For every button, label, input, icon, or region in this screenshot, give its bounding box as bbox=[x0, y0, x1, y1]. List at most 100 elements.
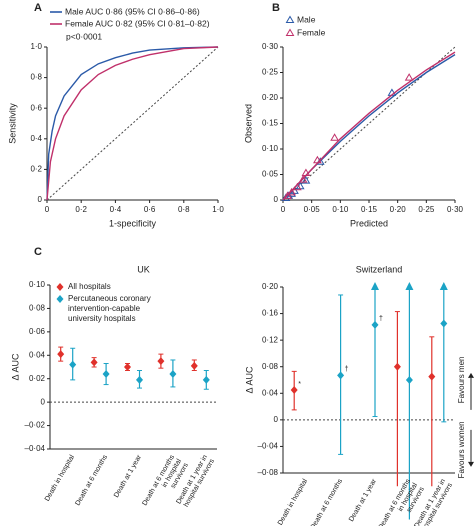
point bbox=[124, 363, 131, 371]
note: † bbox=[345, 366, 349, 373]
y-tick-label: 0·05 bbox=[262, 170, 279, 179]
annotation: p<0·0001 bbox=[66, 31, 102, 41]
annotation-arrow-head bbox=[468, 372, 474, 378]
x-tick-label: 0·25 bbox=[418, 205, 435, 214]
point bbox=[298, 175, 308, 183]
y-tick-label: 0 bbox=[41, 397, 46, 406]
arrow-head bbox=[439, 282, 448, 290]
legend-swatch bbox=[56, 295, 64, 303]
y-tick-label: 0·6 bbox=[30, 103, 42, 112]
panel-letter: A bbox=[34, 2, 42, 14]
legend-label: Percutaneous coronary intervention-capab… bbox=[68, 294, 151, 323]
x-tick-label: 0 bbox=[45, 205, 50, 214]
point bbox=[404, 73, 414, 81]
x-tick-label: 0·2 bbox=[75, 205, 87, 214]
legend-label: Female bbox=[297, 27, 326, 37]
y-tick-label: –0·04 bbox=[258, 442, 279, 451]
x-axis-label: 1-specificity bbox=[109, 218, 157, 228]
annotation-arrow-head bbox=[468, 461, 474, 467]
point bbox=[428, 372, 436, 381]
point bbox=[287, 187, 296, 196]
y-tick-label: 0·25 bbox=[262, 68, 279, 77]
x-tick-label: 0·10 bbox=[332, 205, 349, 214]
point bbox=[337, 371, 345, 380]
roc-curve bbox=[46, 46, 219, 201]
note: † bbox=[379, 316, 383, 323]
point bbox=[169, 370, 177, 379]
y-axis-label: Δ AUC bbox=[10, 353, 20, 381]
x-tick-label: 0·20 bbox=[390, 205, 407, 214]
y-tick-label: 1·0 bbox=[30, 42, 42, 51]
x-tick-label: 0 bbox=[281, 205, 286, 214]
point bbox=[371, 320, 379, 329]
annotation: Favours women bbox=[457, 421, 466, 478]
y-tick-label: –0·04 bbox=[25, 444, 46, 453]
x-tick-label: 0·8 bbox=[178, 205, 190, 214]
y-tick-label: 0·30 bbox=[262, 42, 279, 51]
point bbox=[440, 319, 448, 328]
legend-label: Male AUC 0·86 (95% CI 0·86–0·86) bbox=[65, 6, 200, 16]
point bbox=[69, 360, 77, 369]
point bbox=[202, 375, 210, 384]
point bbox=[330, 133, 339, 141]
annotation: Favours men bbox=[457, 357, 466, 404]
y-tick-label: 0·02 bbox=[29, 374, 46, 383]
y-tick-label: 0·20 bbox=[262, 282, 279, 291]
point bbox=[301, 176, 311, 184]
x-tick-label: 0·05 bbox=[304, 205, 321, 214]
point bbox=[290, 385, 298, 394]
y-tick-label: 0·08 bbox=[29, 304, 46, 313]
point bbox=[313, 155, 322, 164]
point bbox=[292, 182, 302, 191]
arrow-head bbox=[371, 282, 379, 290]
point bbox=[57, 350, 65, 359]
point bbox=[190, 361, 198, 370]
y-axis-label: Δ AUC bbox=[244, 366, 254, 394]
legend-label: Female AUC 0·82 (95% CI 0·81–0·82) bbox=[65, 18, 210, 28]
x-tick-label: 0·6 bbox=[144, 205, 156, 214]
subplot-title: UK bbox=[137, 264, 150, 274]
point bbox=[136, 375, 143, 384]
roc-curve bbox=[46, 46, 219, 201]
y-tick-label: 0·06 bbox=[29, 327, 46, 336]
y-tick-label: 0·16 bbox=[262, 309, 279, 318]
x-tick-label: 1·0 bbox=[212, 205, 224, 214]
y-tick-label: 0·08 bbox=[262, 362, 279, 371]
y-tick-label: –0·02 bbox=[25, 421, 46, 430]
point bbox=[157, 357, 165, 366]
legend-swatch bbox=[285, 15, 295, 23]
legend-label: All hospitals bbox=[68, 282, 111, 291]
point bbox=[283, 191, 292, 199]
y-tick-label: –0·08 bbox=[258, 468, 279, 477]
y-tick-label: 0·2 bbox=[30, 165, 42, 174]
reference-line bbox=[46, 46, 219, 201]
point bbox=[90, 358, 98, 367]
x-axis-label: Predicted bbox=[350, 218, 388, 228]
panel-letter: B bbox=[272, 2, 280, 14]
y-tick-label: 0·15 bbox=[262, 119, 279, 128]
y-axis-label: Sensitivity bbox=[7, 103, 17, 144]
arrow-head bbox=[405, 282, 414, 290]
y-tick-label: 0·8 bbox=[30, 73, 42, 82]
legend-swatch bbox=[285, 28, 295, 36]
point bbox=[102, 370, 110, 379]
subplot-title: Switzerland bbox=[356, 264, 403, 274]
y-tick-label: 0·04 bbox=[29, 350, 46, 359]
point bbox=[301, 168, 311, 176]
y-tick-label: 0·10 bbox=[29, 280, 46, 289]
fit-curve bbox=[282, 51, 456, 201]
legend-swatch bbox=[56, 283, 64, 291]
x-tick-label: 0·30 bbox=[447, 205, 464, 214]
y-tick-label: 0·4 bbox=[30, 134, 42, 143]
panel-letter: C bbox=[34, 246, 42, 258]
y-tick-label: 0 bbox=[274, 415, 279, 424]
x-tick-label: 0·4 bbox=[110, 205, 122, 214]
x-tick-label: 0·15 bbox=[361, 205, 378, 214]
fit-curve bbox=[282, 54, 456, 201]
y-axis-label: Observed bbox=[243, 104, 253, 143]
y-tick-label: 0·12 bbox=[262, 335, 279, 344]
y-tick-label: 0 bbox=[38, 195, 43, 204]
point bbox=[405, 376, 413, 384]
